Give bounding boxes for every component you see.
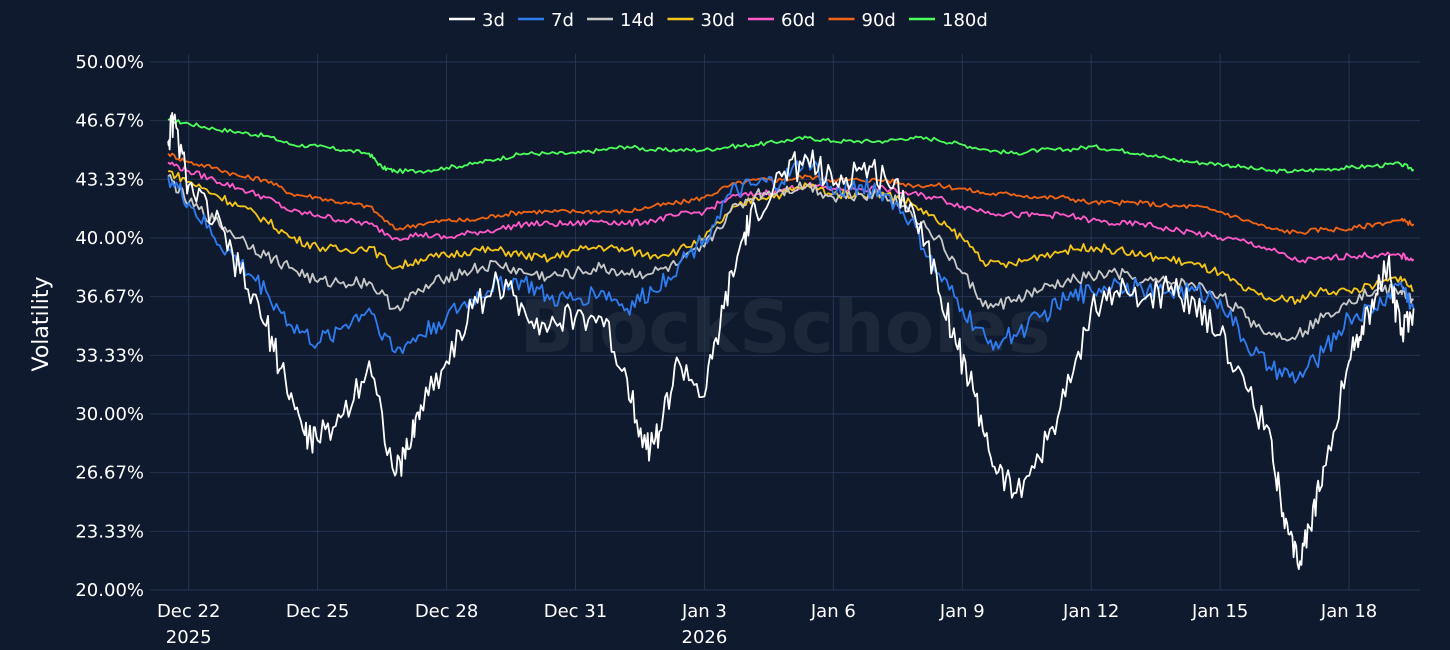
y-axis-title: Volatility	[29, 276, 54, 371]
series-line-7d	[167, 153, 1415, 384]
grid-lines	[150, 54, 1420, 591]
y-tick-label: 36.67%	[75, 287, 144, 308]
series-line-30d	[168, 170, 1414, 305]
legend-label-180d: 180d	[942, 10, 988, 31]
series-lines	[167, 112, 1415, 571]
x-tick-label: Jan 12	[1062, 601, 1119, 622]
x-tick-label: Dec 31	[544, 601, 607, 622]
x-tick-label: Jan 9	[939, 601, 985, 622]
x-tick-label: Dec 28	[415, 601, 478, 622]
x-tick-label: Jan 3	[681, 601, 727, 622]
legend: 3d 7d 14d 30d 60d 90d 180d	[449, 10, 988, 31]
x-axis-tick-labels: Dec 22 2025 Dec 25 Dec 28 Dec 31 Jan 3 2026 Jan…	[157, 601, 1377, 648]
series-line-14d	[167, 173, 1414, 342]
legend-label-60d: 60d	[781, 10, 815, 31]
y-axis-tick-labels: 20.00% 23.33% 26.67% 30.00% 33.33% 36.67% 40.0…	[75, 52, 144, 601]
series-line-3d	[167, 112, 1415, 571]
x-tick-year-label: 2026	[682, 627, 728, 648]
x-tick-label: Jan 15	[1191, 601, 1248, 622]
x-tick-label: Jan 18	[1320, 601, 1377, 622]
series-line-60d	[167, 161, 1415, 264]
y-tick-label: 23.33%	[75, 521, 144, 542]
x-tick-label: Dec 22	[157, 601, 220, 622]
legend-label-90d: 90d	[862, 10, 896, 31]
y-tick-label: 40.00%	[75, 228, 144, 249]
legend-label-14d: 14d	[620, 10, 654, 31]
watermark-text: BlockScholes	[519, 285, 1050, 369]
legend-label-30d: 30d	[701, 10, 735, 31]
series-line-90d	[167, 152, 1415, 235]
y-tick-label: 43.33%	[75, 169, 144, 190]
legend-label-7d: 7d	[551, 10, 574, 31]
x-tick-year-label: 2025	[166, 627, 212, 648]
x-tick-label: Jan 6	[810, 601, 856, 622]
legend-label-3d: 3d	[482, 10, 505, 31]
series-line-180d	[167, 117, 1415, 175]
y-tick-label: 33.33%	[75, 345, 144, 366]
y-tick-label: 46.67%	[75, 111, 144, 132]
y-tick-label: 30.00%	[75, 404, 144, 425]
y-tick-label: 50.00%	[75, 52, 144, 73]
y-tick-label: 20.00%	[75, 580, 144, 601]
y-tick-label: 26.67%	[75, 463, 144, 484]
x-tick-label: Dec 25	[286, 601, 349, 622]
